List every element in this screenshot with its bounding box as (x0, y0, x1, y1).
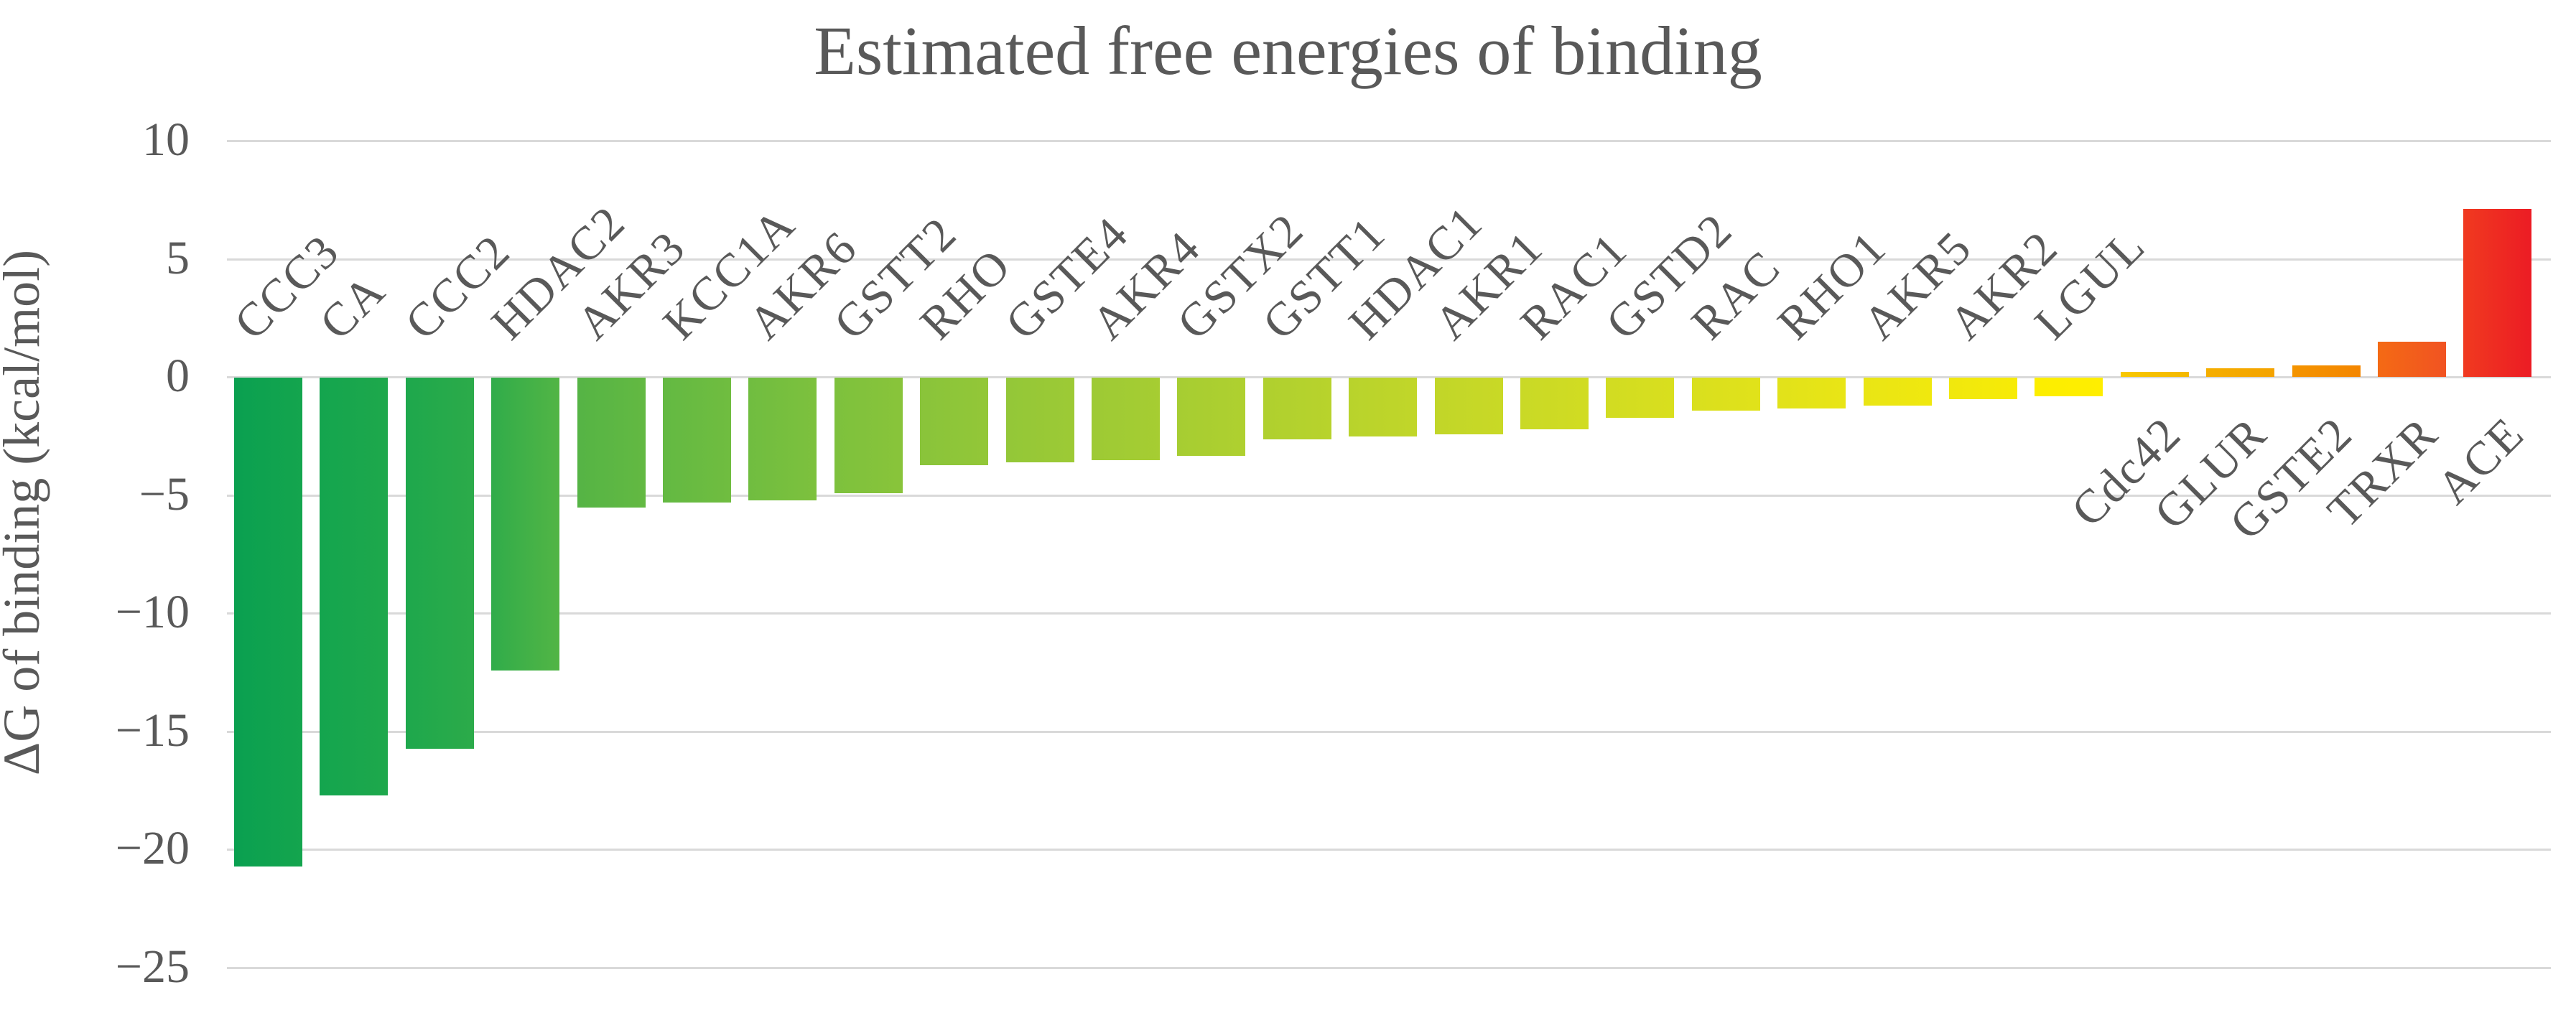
bar-HDAC1 (1349, 378, 1418, 437)
bar-GSTE2 (2292, 365, 2361, 377)
bar-GSTE4 (1005, 378, 1074, 463)
gridline--5 (227, 494, 2551, 497)
gridline-10 (227, 140, 2551, 142)
gridline-5 (227, 258, 2551, 261)
y-tick-label--10: −10 (115, 586, 190, 638)
bar-HDAC2 (491, 378, 560, 671)
gridline--25 (227, 966, 2551, 969)
bar-LGUL (2035, 378, 2103, 397)
bar-TRXR (2378, 341, 2446, 377)
gridline--10 (227, 612, 2551, 615)
chart-title: Estimated free energies of binding (814, 12, 1762, 89)
y-tick-label--5: −5 (139, 467, 190, 520)
y-tick-label-0: 0 (166, 350, 190, 402)
y-tick-label--20: −20 (115, 822, 190, 874)
y-tick-label--15: −15 (115, 704, 190, 757)
bar-AKR3 (577, 378, 646, 508)
y-tick-label-10: 10 (142, 113, 190, 166)
bar-AKR4 (1092, 378, 1160, 461)
bar-AKR6 (748, 378, 817, 501)
bar-RHO1 (1777, 378, 1846, 408)
bar-KCC1A (663, 378, 731, 503)
gridline-0 (227, 376, 2551, 378)
bar-GSTD2 (1606, 378, 1675, 418)
bar-CCC3 (234, 378, 302, 867)
bar-GSTT1 (1263, 378, 1331, 439)
gridline--15 (227, 730, 2551, 733)
bar-CA (320, 378, 389, 796)
y-tick-label-5: 5 (166, 231, 190, 284)
bar-RAC (1691, 378, 1760, 411)
gridline--20 (227, 849, 2551, 851)
bar-GSTX2 (1177, 378, 1246, 456)
bar-ACE (2463, 209, 2532, 377)
bar-GLUR (2206, 368, 2275, 377)
bar-RAC1 (1520, 378, 1589, 430)
bar-CCC2 (405, 378, 474, 749)
bar-AKR1 (1434, 378, 1503, 434)
bar-GSTT2 (834, 378, 903, 494)
bar-AKR2 (1949, 378, 2017, 399)
bar-RHO (920, 378, 989, 465)
y-tick-label--25: −25 (115, 940, 190, 993)
bar-AKR5 (1863, 378, 1932, 406)
bar-Cdc42 (2120, 372, 2189, 377)
